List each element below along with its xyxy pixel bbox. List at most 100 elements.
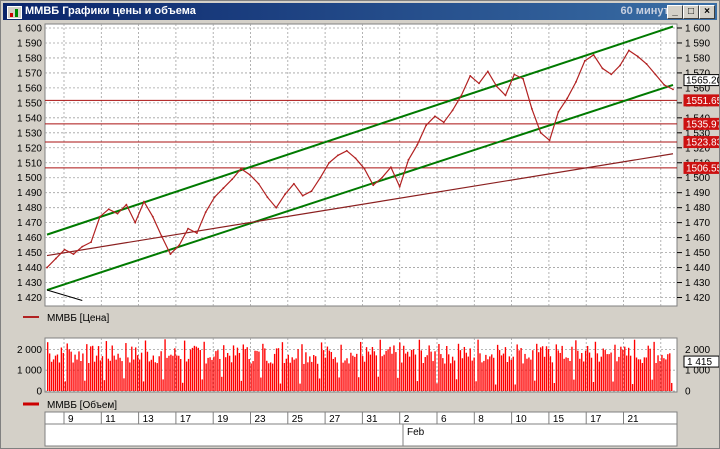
volume-bar [516, 344, 518, 391]
volume-bar [166, 357, 168, 391]
volume-bar [438, 343, 440, 391]
volume-legend-label: ММВБ [Объем] [47, 399, 117, 411]
volume-bar [361, 356, 364, 391]
volume-bar [156, 363, 158, 391]
volume-bar [60, 347, 63, 391]
price-point [610, 73, 613, 76]
volume-bar [469, 348, 471, 391]
volume-last-tag-box [683, 355, 719, 368]
volume-bar [408, 356, 411, 391]
volume-bar [624, 346, 626, 391]
price-tick-label-right: 1 470 [685, 218, 710, 229]
volume-bar [107, 358, 109, 391]
price-tick-label-right: 1 580 [685, 53, 710, 64]
price-tick-label-left: 1 540 [17, 113, 42, 124]
volume-bar [68, 349, 70, 391]
minimize-button[interactable]: _ [667, 5, 683, 19]
volume-bar [547, 348, 550, 391]
channel-upper-line [46, 25, 674, 236]
volume-bar [344, 360, 346, 391]
volume-bar [502, 353, 505, 391]
price-tick-label-left: 1 450 [17, 248, 42, 259]
volume-bar [543, 356, 546, 391]
volume-bar [371, 346, 374, 391]
volume-bar [404, 353, 407, 391]
price-point [54, 257, 57, 260]
volume-bar [667, 354, 669, 391]
volume-bar [162, 379, 164, 391]
volume-bar [338, 377, 340, 391]
volume-bar [559, 352, 561, 391]
volume-bar [262, 343, 264, 391]
volume-bar [545, 346, 548, 391]
time-axis-labels: 9 11 13 17 19 23 25 27 31 2 6 8 10 15 17 21 [63, 412, 639, 446]
volume-bar [553, 383, 556, 391]
price-point [231, 178, 234, 181]
volume-bar [522, 363, 524, 391]
volume-bar [70, 351, 72, 391]
volume-bar [500, 355, 503, 391]
volume-bar [273, 353, 276, 391]
volume-bar [211, 359, 213, 391]
price-point [636, 55, 639, 58]
channel-lower-line [46, 83, 674, 291]
volume-bar [406, 351, 409, 391]
volume-bar [365, 347, 368, 391]
title-bar[interactable]: ММВБ Графики цены и объема 60 минут _ □ … [3, 3, 717, 20]
price-tick-label-right: 1 460 [685, 233, 710, 244]
price-tick-label-right: 1 530 [685, 128, 710, 139]
volume-bar [538, 352, 540, 391]
close-button[interactable]: × [699, 5, 715, 19]
price-point [539, 131, 542, 134]
volume-bar [629, 355, 632, 391]
price-tick-label-right: 1 570 [685, 68, 710, 79]
volume-bar [228, 355, 231, 391]
price-point [222, 187, 225, 190]
volume-bar [172, 355, 174, 391]
price-point [451, 109, 454, 112]
volume-bar [475, 381, 477, 391]
price-point [407, 158, 410, 161]
volume-bar [115, 359, 117, 391]
volume-bar [653, 341, 655, 391]
volume-bar [138, 359, 141, 391]
price-point [478, 82, 480, 85]
volume-bar [496, 344, 499, 391]
volume-bar [671, 382, 673, 391]
volume-bar [189, 349, 192, 391]
volume-bar [651, 379, 653, 391]
volume-bar [334, 357, 336, 391]
price-tick-label-left: 1 570 [17, 68, 42, 79]
volume-bar [99, 360, 102, 391]
level-lines [45, 99, 677, 169]
volume-bar [485, 354, 487, 391]
volume-bar [426, 355, 428, 391]
volume-bar [197, 347, 199, 391]
volume-bar [424, 357, 426, 391]
volume-bar [131, 346, 133, 391]
volume-bar [181, 382, 184, 391]
volume-bar [348, 363, 350, 391]
volume-bar [50, 361, 53, 391]
volume-bar [541, 346, 544, 391]
price-point [425, 124, 428, 127]
volume-bar [127, 357, 129, 391]
level-tag-2-text: 1523.83 [686, 138, 719, 149]
volume-bar [561, 345, 563, 391]
month-label: Feb [407, 427, 425, 438]
volume-bar [622, 349, 624, 391]
maximize-button[interactable]: □ [683, 5, 699, 19]
volume-bar [205, 363, 207, 391]
volume-bar [637, 359, 640, 391]
volume-bar [303, 363, 305, 391]
price-tick-label-left: 1 590 [17, 38, 42, 49]
volume-bar [226, 352, 229, 391]
timeframe-label[interactable]: 60 минут [620, 5, 669, 17]
level-tag-1-text: 1535.97 [686, 119, 719, 130]
volume-bar [297, 349, 299, 391]
volume-bar [322, 350, 325, 391]
volume-bar [555, 344, 557, 391]
price-point [645, 63, 648, 65]
volume-bar [612, 381, 614, 391]
